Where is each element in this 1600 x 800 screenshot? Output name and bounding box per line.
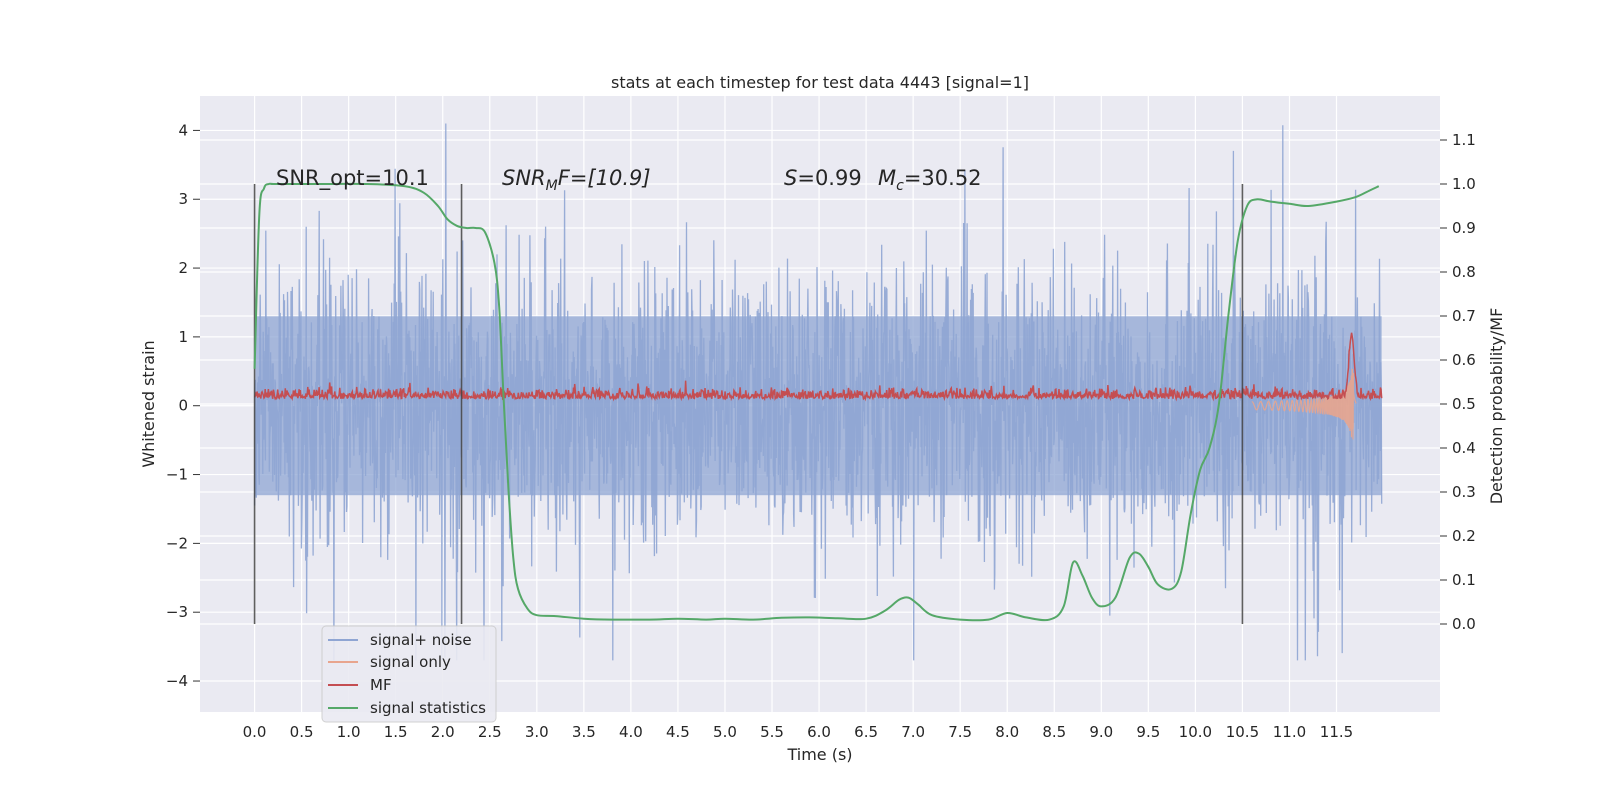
x-tick-label: 6.5 (854, 723, 878, 741)
y-tick-label: −1 (166, 466, 188, 484)
mf-line (253, 332, 1383, 402)
x-tick-label: 2.0 (431, 723, 455, 741)
y2-tick-label: 1.1 (1452, 131, 1476, 149)
y2-axis-label: Detection probability/MF (1487, 308, 1506, 505)
legend-label-signal-only: signal only (370, 653, 451, 671)
y-axis-ticks: 4 3 2 1 0 −1 −2 −3 −4 (166, 121, 200, 690)
x-tick-label: 9.0 (1089, 723, 1113, 741)
annotation-snr-opt: SNR_opt=10.1 (276, 166, 429, 191)
y2-tick-label: 0.9 (1452, 219, 1476, 237)
x-tick-label: 6.0 (807, 723, 831, 741)
x-tick-label: 3.0 (525, 723, 549, 741)
x-axis-label: Time (s) (786, 745, 852, 764)
y-tick-label: −3 (166, 603, 188, 621)
signal-statistics-line (253, 182, 1380, 622)
chart-title: stats at each timestep for test data 444… (611, 73, 1029, 92)
x-tick-label: 8.5 (1042, 723, 1066, 741)
x-tick-label: 11.5 (1320, 723, 1353, 741)
x-tick-label: 1.0 (337, 723, 361, 741)
mc-subscript: c (896, 178, 904, 194)
y-tick-label: 2 (178, 259, 188, 277)
y-axis-label: Whitened strain (139, 340, 158, 467)
snr-mf-subscript: M (546, 178, 558, 194)
y2-tick-label: 0.0 (1452, 615, 1476, 633)
x-tick-label: 5.5 (760, 723, 784, 741)
mc-value: =30.52 (904, 166, 982, 190)
series-signal-only (1251, 368, 1357, 440)
y-tick-label: 1 (178, 328, 188, 346)
signal-noise-band (255, 316, 1382, 496)
y2-tick-label: 0.5 (1452, 395, 1476, 413)
y-tick-label: 4 (178, 121, 188, 139)
vertical-markers (253, 184, 1244, 624)
x-tick-label: 11.0 (1273, 723, 1306, 741)
x-tick-label: 10.0 (1179, 723, 1212, 741)
y2-tick-label: 0.3 (1452, 483, 1476, 501)
y-tick-label: 0 (178, 397, 188, 415)
series-signal-noise (253, 123, 1383, 661)
x-tick-label: 10.5 (1226, 723, 1259, 741)
series-mf (253, 332, 1383, 402)
annotation-stat: S=0.99 (784, 166, 862, 190)
y2-tick-label: 0.7 (1452, 307, 1476, 325)
y2-tick-label: 1.0 (1452, 175, 1476, 193)
y2-tick-label: 0.8 (1452, 263, 1476, 281)
x-tick-label: 0.5 (290, 723, 314, 741)
x-tick-label: 0.0 (243, 723, 267, 741)
x-tick-label: 9.5 (1136, 723, 1160, 741)
y-tick-label: 3 (178, 190, 188, 208)
stat-s-symbol: S (784, 166, 797, 190)
legend-label-mf: MF (370, 676, 392, 694)
x-tick-label: 8.0 (995, 723, 1019, 741)
legend-box (321, 625, 497, 723)
y2-tick-label: 0.2 (1452, 527, 1476, 545)
legend-label-signal-noise: signal+ noise (370, 631, 472, 649)
legend: signal+ noise signal only MF signal stat… (321, 625, 497, 723)
x-tick-label: 1.5 (384, 723, 408, 741)
legend-label-signal-statistics: signal statistics (370, 699, 486, 717)
y-tick-label: −2 (166, 534, 188, 552)
annotation-mc: Mc=30.52 (878, 166, 982, 194)
x-tick-label: 3.5 (572, 723, 596, 741)
stat-s-value: =0.99 (797, 166, 861, 190)
x-tick-label: 4.5 (666, 723, 690, 741)
mc-symbol: M (878, 166, 896, 190)
snr-mf-symbol: SNR (502, 166, 546, 190)
y2-tick-label: 0.6 (1452, 351, 1476, 369)
y2-axis-ticks: 1.1 1.0 0.9 0.8 0.7 0.6 0.5 0.4 0.3 0.2 0.1 0.0 (1440, 131, 1476, 633)
x-axis-ticks: 0.0 0.5 1.0 1.5 2.0 2.5 3.0 3.5 4.0 4.5 5.0 5.5 6.0 6… (243, 723, 1354, 741)
y2-tick-label: 0.4 (1452, 439, 1476, 457)
x-tick-label: 7.0 (901, 723, 925, 741)
signal-only-line (1251, 368, 1357, 440)
x-tick-label: 4.0 (619, 723, 643, 741)
y-tick-label: −4 (166, 672, 188, 690)
snr-mf-value: F=[10.9] (558, 166, 651, 190)
y2-tick-label: 0.1 (1452, 571, 1476, 589)
annotation-snr-mf: SNRMF=[10.9] (502, 166, 651, 194)
series-signal-statistics (253, 182, 1380, 622)
x-tick-label: 7.5 (948, 723, 972, 741)
x-tick-label: 2.5 (478, 723, 502, 741)
x-tick-label: 5.0 (713, 723, 737, 741)
